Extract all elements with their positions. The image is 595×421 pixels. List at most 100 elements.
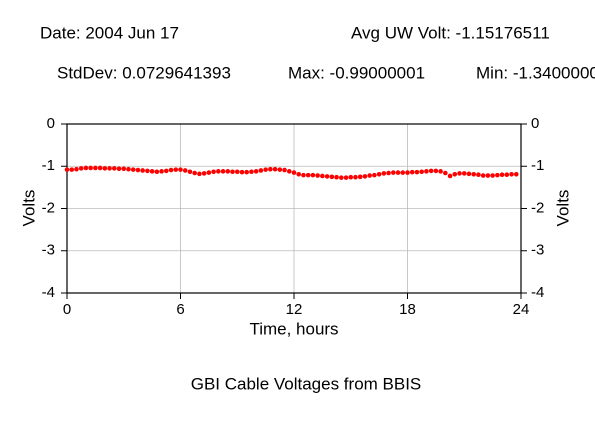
point: [504, 172, 510, 177]
point: [173, 167, 179, 172]
point: [443, 170, 448, 176]
point: [263, 167, 268, 172]
point: [357, 174, 363, 180]
y2-tick-label: -4: [531, 284, 544, 301]
point: [348, 174, 354, 180]
point: [457, 171, 462, 176]
point: [386, 170, 391, 176]
point: [78, 166, 84, 171]
point: [338, 175, 344, 180]
x-tick-label: 18: [399, 301, 416, 318]
point: [277, 167, 283, 172]
point: [164, 168, 169, 174]
point: [249, 169, 254, 175]
point: [305, 172, 311, 178]
point: [197, 171, 202, 177]
point: [367, 173, 372, 178]
x-tick-label: 0: [63, 301, 71, 318]
header-date: Date: 2004 Jun 17: [40, 23, 179, 42]
point: [244, 169, 250, 175]
point: [461, 171, 467, 176]
point: [135, 167, 141, 173]
x-tick-label: 24: [513, 301, 530, 318]
y-axis-label: Volts: [19, 190, 38, 227]
y-tick-label: -1: [42, 157, 55, 174]
header-avg: Avg UW Volt: -1.15176511: [351, 23, 550, 42]
point: [145, 168, 150, 174]
point: [476, 172, 481, 177]
point: [329, 174, 335, 180]
point: [187, 169, 193, 175]
point: [268, 166, 273, 172]
point: [405, 170, 410, 175]
y2-tick-label: 0: [531, 115, 539, 132]
chart-title: GBI Cable Voltages from BBIS: [191, 374, 422, 393]
y2-tick-label: -3: [531, 242, 544, 259]
point: [225, 169, 231, 174]
point: [376, 171, 382, 177]
y2-axis-label: Volts: [553, 190, 572, 227]
y2-tick-label: -2: [531, 199, 544, 216]
point: [111, 166, 117, 171]
x-tick-label: 12: [286, 301, 303, 318]
point: [509, 171, 514, 177]
point: [438, 169, 443, 174]
point: [126, 166, 131, 172]
point: [291, 170, 297, 175]
header-stddev: StdDev: 0.0729641393: [57, 63, 231, 82]
point: [409, 169, 415, 175]
point: [201, 171, 207, 176]
point: [499, 172, 505, 177]
point: [216, 169, 221, 174]
header-min: Min: -1.34000001: [476, 63, 595, 82]
y-tick-label: -4: [42, 284, 55, 301]
point: [230, 169, 235, 175]
point: [234, 169, 240, 175]
point: [272, 166, 278, 172]
plot-frame: [66, 123, 522, 294]
point: [74, 166, 79, 172]
point: [490, 173, 495, 178]
point: [286, 169, 292, 174]
point: [400, 170, 406, 175]
point: [154, 169, 160, 175]
point: [121, 166, 127, 172]
point: [192, 170, 197, 176]
point: [116, 166, 122, 172]
point: [424, 169, 429, 174]
point: [97, 165, 103, 171]
point: [178, 167, 183, 172]
point: [334, 174, 339, 180]
point: [419, 169, 424, 175]
y-tick-label: -3: [42, 242, 55, 259]
point: [395, 170, 401, 175]
point: [480, 173, 486, 178]
point: [83, 165, 89, 171]
point: [301, 172, 306, 178]
point: [381, 171, 387, 176]
point: [220, 169, 226, 174]
point: [495, 172, 500, 178]
point: [343, 175, 349, 180]
point: [168, 167, 174, 173]
point: [466, 171, 472, 177]
point: [391, 170, 396, 175]
point: [471, 171, 477, 177]
point: [362, 174, 368, 179]
point: [513, 171, 519, 177]
point: [159, 169, 164, 174]
point: [211, 169, 216, 175]
point: [315, 173, 320, 178]
y-tick-label: 0: [47, 115, 55, 132]
point: [414, 169, 420, 175]
point: [88, 165, 93, 171]
point: [102, 166, 108, 171]
point: [428, 168, 434, 174]
point: [107, 166, 112, 171]
point: [372, 172, 377, 178]
point: [433, 168, 439, 174]
y-tick-label: -2: [42, 199, 55, 216]
point: [282, 167, 287, 173]
header-max: Max: -0.99000001: [288, 63, 425, 82]
